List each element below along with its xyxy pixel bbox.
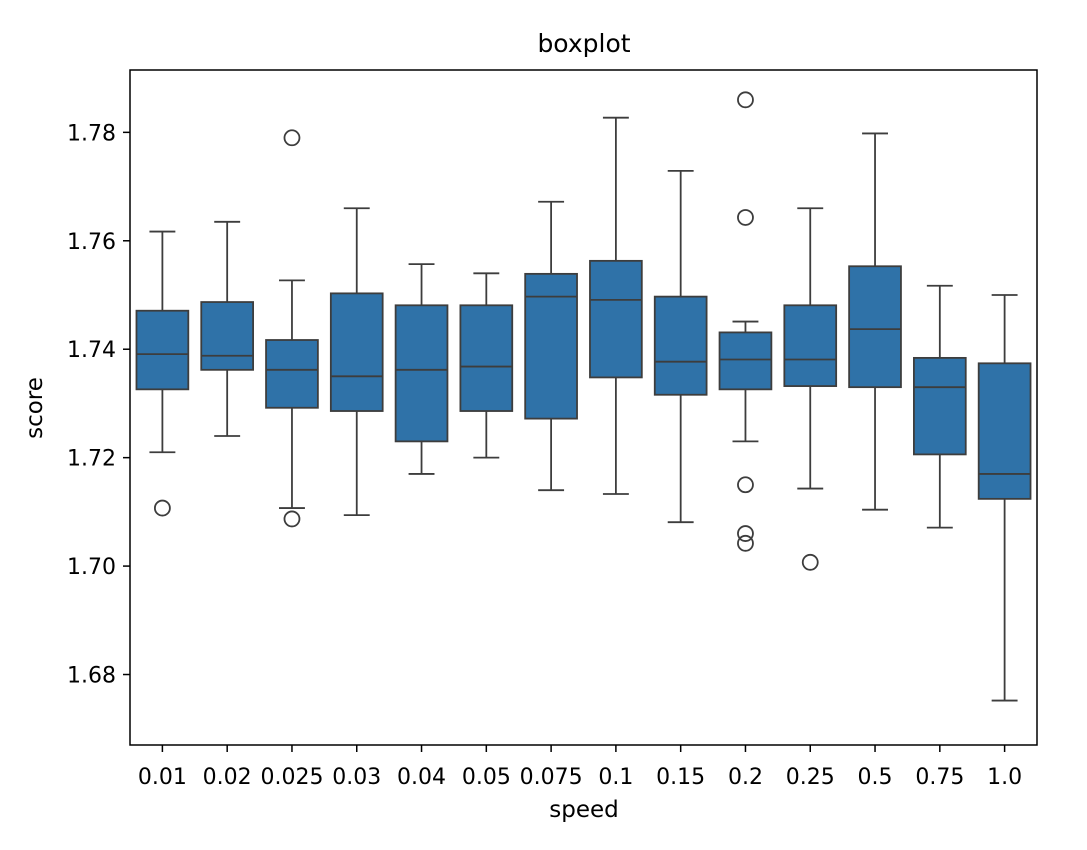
- plot-area: [135, 91, 1032, 702]
- x-tick-label: 0.2: [728, 765, 763, 790]
- box-group-0.25: [783, 207, 838, 571]
- y-tick-label: 1.70: [67, 555, 116, 580]
- box-iqr: [394, 304, 449, 443]
- y-tick-label: 1.68: [67, 664, 116, 689]
- box-group-0.15: [653, 169, 708, 524]
- x-tick-label: 0.075: [520, 765, 583, 790]
- plot-frame: [129, 69, 1038, 746]
- y-tick-label: 1.78: [67, 121, 116, 146]
- y-axis: 1.68 1.70 1.72 1.74 1.76 1.78: [67, 121, 130, 689]
- box-group-0.75: [913, 284, 967, 529]
- box-group-0.02: [200, 220, 254, 437]
- y-axis-label: score: [22, 377, 48, 439]
- x-tick-label: 0.01: [138, 765, 187, 790]
- outlier-point: [801, 553, 819, 571]
- box-group-0.2: [718, 91, 773, 552]
- box-iqr: [459, 304, 514, 412]
- x-tick-label: 0.5: [858, 765, 893, 790]
- box-iqr: [200, 301, 254, 371]
- box-iqr: [329, 292, 384, 412]
- box-iqr: [589, 259, 643, 379]
- x-axis: 0.01 0.02 0.025 0.03 0.04 0.05 0.075 0.1 0.15 0.2…: [138, 745, 1022, 790]
- box-iqr: [718, 331, 773, 391]
- x-tick-label: 0.25: [786, 765, 835, 790]
- box-iqr: [848, 265, 902, 389]
- box-group-0.05: [459, 272, 514, 459]
- outlier-point: [737, 534, 754, 552]
- x-axis-label: speed: [549, 797, 618, 823]
- box-iqr: [653, 295, 708, 396]
- x-tick-label: 0.04: [397, 765, 446, 790]
- box-iqr: [913, 356, 967, 456]
- y-tick-label: 1.74: [67, 338, 116, 363]
- x-tick-label: 0.75: [915, 765, 964, 790]
- outlier-point: [153, 499, 171, 517]
- outlier-point: [283, 129, 301, 147]
- box-iqr: [783, 304, 838, 387]
- outlier-point: [737, 91, 754, 109]
- outlier-point: [737, 476, 754, 494]
- box-iqr: [524, 272, 578, 420]
- box-group-0.03: [329, 207, 384, 517]
- outlier-point: [737, 209, 754, 226]
- box-group-0.5: [848, 132, 902, 511]
- box-iqr: [977, 362, 1032, 500]
- y-tick-label: 1.72: [67, 447, 116, 472]
- box-group-0.01: [135, 230, 190, 517]
- box-group-0.075: [524, 200, 578, 492]
- chart-title: boxplot: [537, 29, 630, 58]
- y-tick-label: 1.76: [67, 230, 116, 255]
- outlier-point: [283, 510, 301, 528]
- box-group-1.0: [977, 294, 1032, 702]
- box-iqr: [135, 309, 190, 391]
- x-tick-label: 0.1: [598, 765, 633, 790]
- x-tick-label: 0.03: [332, 765, 381, 790]
- box-iqr: [265, 339, 319, 409]
- x-tick-label: 0.15: [656, 765, 705, 790]
- outlier-point: [737, 525, 754, 542]
- box-group-0.025: [265, 129, 319, 528]
- x-tick-label: 1.0: [987, 765, 1022, 790]
- box-group-0.1: [589, 116, 643, 495]
- x-tick-label: 0.025: [260, 765, 323, 790]
- box-group-0.04: [394, 263, 449, 475]
- x-tick-label: 0.05: [462, 765, 511, 790]
- x-tick-label: 0.02: [203, 765, 252, 790]
